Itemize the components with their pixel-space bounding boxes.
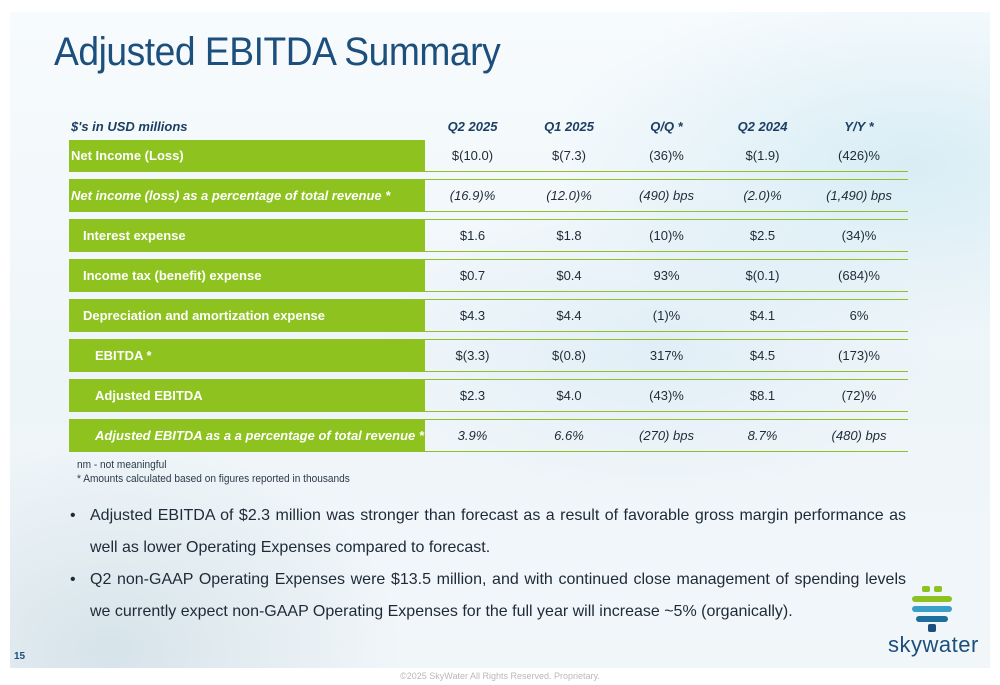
table-row: Depreciation and amortization expense $4…: [69, 299, 908, 332]
table-row: Income tax (benefit) expense $0.7 $0.4 9…: [69, 259, 908, 292]
table-cell: $4.1: [715, 299, 810, 332]
table-cell: $(7.3): [520, 140, 618, 172]
table-row: Interest expense $1.6 $1.8 (10)% $2.5 (3…: [69, 219, 908, 252]
table-cell: $(0.1): [715, 259, 810, 292]
table-cell: $4.3: [425, 299, 520, 332]
row-label: Adjusted EBITDA: [69, 379, 425, 412]
table-cell: $2.3: [425, 379, 520, 412]
table-cell: (270) bps: [618, 419, 715, 452]
column-header: Q/Q *: [650, 118, 683, 134]
logo-mark-icon: [912, 586, 952, 632]
table-cell: $1.8: [520, 219, 618, 252]
logo-wordmark: skywater: [888, 632, 979, 657]
row-label: Net Income (Loss): [69, 140, 425, 172]
footnote: * Amounts calculated based on figures re…: [77, 473, 350, 485]
skywater-logo: skywater: [888, 584, 979, 664]
table-cell: $4.4: [520, 299, 618, 332]
column-header: $'s in USD millions: [71, 118, 188, 134]
row-label: EBITDA *: [69, 339, 425, 372]
table-cell: (1)%: [618, 299, 715, 332]
list-item: • Q2 non-GAAP Operating Expenses were $1…: [68, 564, 906, 628]
table-cell: $1.6: [425, 219, 520, 252]
row-label: Adjusted EBITDA as a a percentage of tot…: [69, 419, 425, 452]
row-spacer: [69, 211, 908, 220]
table-cell: $8.1: [715, 379, 810, 412]
row-label: Interest expense: [69, 219, 425, 252]
table-cell: 3.9%: [425, 419, 520, 452]
copyright-notice: ©2025 SkyWater All Rights Reserved. Prop…: [400, 671, 600, 681]
table-cell: 93%: [618, 259, 715, 292]
table-cell: (1,490) bps: [810, 179, 908, 212]
row-spacer: [69, 251, 908, 260]
bullet-icon: •: [70, 507, 76, 524]
table-cell: $0.4: [520, 259, 618, 292]
row-spacer: [69, 331, 908, 340]
bullet-icon: •: [70, 571, 76, 588]
page-number: 15: [14, 651, 26, 662]
table-cell: 317%: [618, 339, 715, 372]
row-label: Income tax (benefit) expense: [69, 259, 425, 292]
table-row: EBITDA * $(3.3) $(0.8) 317% $4.5 (173)%: [69, 339, 908, 372]
table-cell: (2.0)%: [715, 179, 810, 212]
table-header-row: $'s in USD millions Q2 2025 Q1 2025 Q/Q …: [69, 112, 908, 140]
table-row: Net Income (Loss) $(10.0) $(7.3) (36)% $…: [69, 140, 908, 172]
slide: Adjusted EBITDA Summary $'s in USD milli…: [10, 12, 990, 668]
table-cell: (72)%: [810, 379, 908, 412]
table-cell: 8.7%: [715, 419, 810, 452]
table-cell: $(10.0): [425, 140, 520, 172]
ebitda-table: $'s in USD millions Q2 2025 Q1 2025 Q/Q …: [69, 112, 908, 452]
table-cell: $2.5: [715, 219, 810, 252]
table-cell: $4.5: [715, 339, 810, 372]
table-row: Adjusted EBITDA $2.3 $4.0 (43)% $8.1 (72…: [69, 379, 908, 412]
table-cell: $(3.3): [425, 339, 520, 372]
column-header: Q2 2024: [737, 118, 788, 134]
row-spacer: [69, 291, 908, 300]
bullet-text: Q2 non-GAAP Operating Expenses were $13.…: [90, 571, 906, 620]
table-cell: (426)%: [810, 140, 908, 172]
row-label: Net income (loss) as a percentage of tot…: [69, 179, 425, 212]
table-cell: $4.0: [520, 379, 618, 412]
table-cell: (36)%: [618, 140, 715, 172]
list-item: • Adjusted EBITDA of $2.3 million was st…: [68, 500, 906, 564]
table-cell: (43)%: [618, 379, 715, 412]
row-label: Depreciation and amortization expense: [69, 299, 425, 332]
table-row: Net income (loss) as a percentage of tot…: [69, 179, 908, 212]
table-cell: $0.7: [425, 259, 520, 292]
table-cell: (684)%: [810, 259, 908, 292]
footnote: nm - not meaningful: [77, 459, 167, 471]
row-spacer: [69, 411, 908, 420]
commentary-list: • Adjusted EBITDA of $2.3 million was st…: [68, 500, 906, 628]
table-cell: (173)%: [810, 339, 908, 372]
table-cell: (10)%: [618, 219, 715, 252]
table-cell: (490) bps: [618, 179, 715, 212]
table-cell: $(1.9): [715, 140, 810, 172]
bullet-text: Adjusted EBITDA of $2.3 million was stro…: [90, 507, 906, 556]
column-header: Q2 2025: [447, 118, 498, 134]
table-cell: 6%: [810, 299, 908, 332]
row-spacer: [69, 171, 908, 180]
table-cell: 6.6%: [520, 419, 618, 452]
column-header: Y/Y *: [844, 118, 874, 134]
table-cell: (480) bps: [810, 419, 908, 452]
table-cell: $(0.8): [520, 339, 618, 372]
footnotes: nm - not meaningful * Amounts calculated…: [77, 458, 374, 486]
table-cell: (34)%: [810, 219, 908, 252]
column-header: Q1 2025: [544, 118, 594, 134]
page-title: Adjusted EBITDA Summary: [54, 30, 501, 74]
table-cell: (16.9)%: [425, 179, 520, 212]
table-cell: (12.0)%: [520, 179, 618, 212]
row-spacer: [69, 371, 908, 380]
table-row: Adjusted EBITDA as a a percentage of tot…: [69, 419, 908, 452]
